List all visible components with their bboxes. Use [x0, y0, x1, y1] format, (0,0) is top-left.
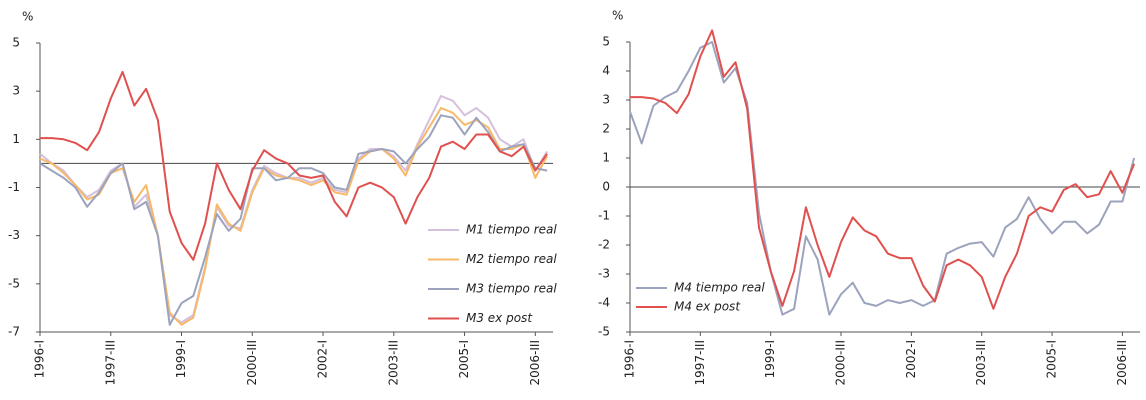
y-tick-label: 4 [602, 64, 610, 78]
x-tick-label: 2000-III [834, 340, 848, 386]
legend-label: M4 ex post [674, 300, 741, 314]
y-axis-label: % [22, 10, 33, 24]
x-tick-label: 2003-III [974, 340, 988, 386]
legend-label: M3 tiempo real [466, 282, 557, 296]
x-tick-label: 2006-III [528, 340, 542, 386]
x-tick-label: 2005-I [1045, 340, 1059, 378]
y-tick-label: 5 [602, 35, 610, 49]
x-tick-label: 1997-III [103, 340, 117, 386]
y-tick-label: -5 [598, 325, 610, 339]
x-tick-label: 1997-III [693, 340, 707, 386]
y-tick-label: 5 [12, 36, 20, 50]
legend-label: M1 tiempo real [466, 223, 557, 237]
series-line [629, 41, 1136, 316]
y-tick-label: -4 [598, 296, 610, 310]
y-tick-label: 2 [602, 122, 610, 136]
y-axis-label: % [612, 9, 623, 23]
legend-label: M3 ex post [466, 311, 533, 325]
legend-label: M4 tiempo real [674, 281, 765, 295]
x-tick-label: 1999-I [174, 340, 188, 378]
x-tick-label: 1996-I [33, 340, 47, 378]
x-tick-label: 2005-I [457, 340, 471, 378]
y-tick-label: 3 [602, 93, 610, 107]
y-tick-label: 1 [12, 132, 20, 146]
series-line [630, 29, 1136, 310]
y-tick-label: -3 [8, 228, 20, 242]
y-tick-label: -3 [598, 267, 610, 281]
series-line [40, 70, 548, 261]
x-tick-label: 2000-III [245, 340, 259, 386]
y-tick-label: -2 [598, 238, 610, 252]
x-tick-label: 1996-I [623, 340, 637, 378]
y-tick-label: -1 [8, 180, 20, 194]
series-line [39, 114, 548, 326]
y-tick-label: 3 [12, 84, 20, 98]
y-tick-label: 1 [602, 151, 610, 165]
legend-label: M2 tiempo real [466, 252, 557, 266]
y-tick-label: -1 [598, 209, 610, 223]
x-tick-label: 2002-I [904, 340, 918, 378]
y-tick-label: -7 [8, 325, 20, 339]
x-tick-label: 1999-I [763, 340, 777, 378]
y-tick-label: -5 [8, 276, 20, 290]
x-tick-label: 2003-III [386, 340, 400, 386]
x-tick-label: 2002-I [316, 340, 330, 378]
y-tick-label: 0 [602, 180, 610, 194]
x-tick-label: 2006-III [1115, 340, 1129, 386]
